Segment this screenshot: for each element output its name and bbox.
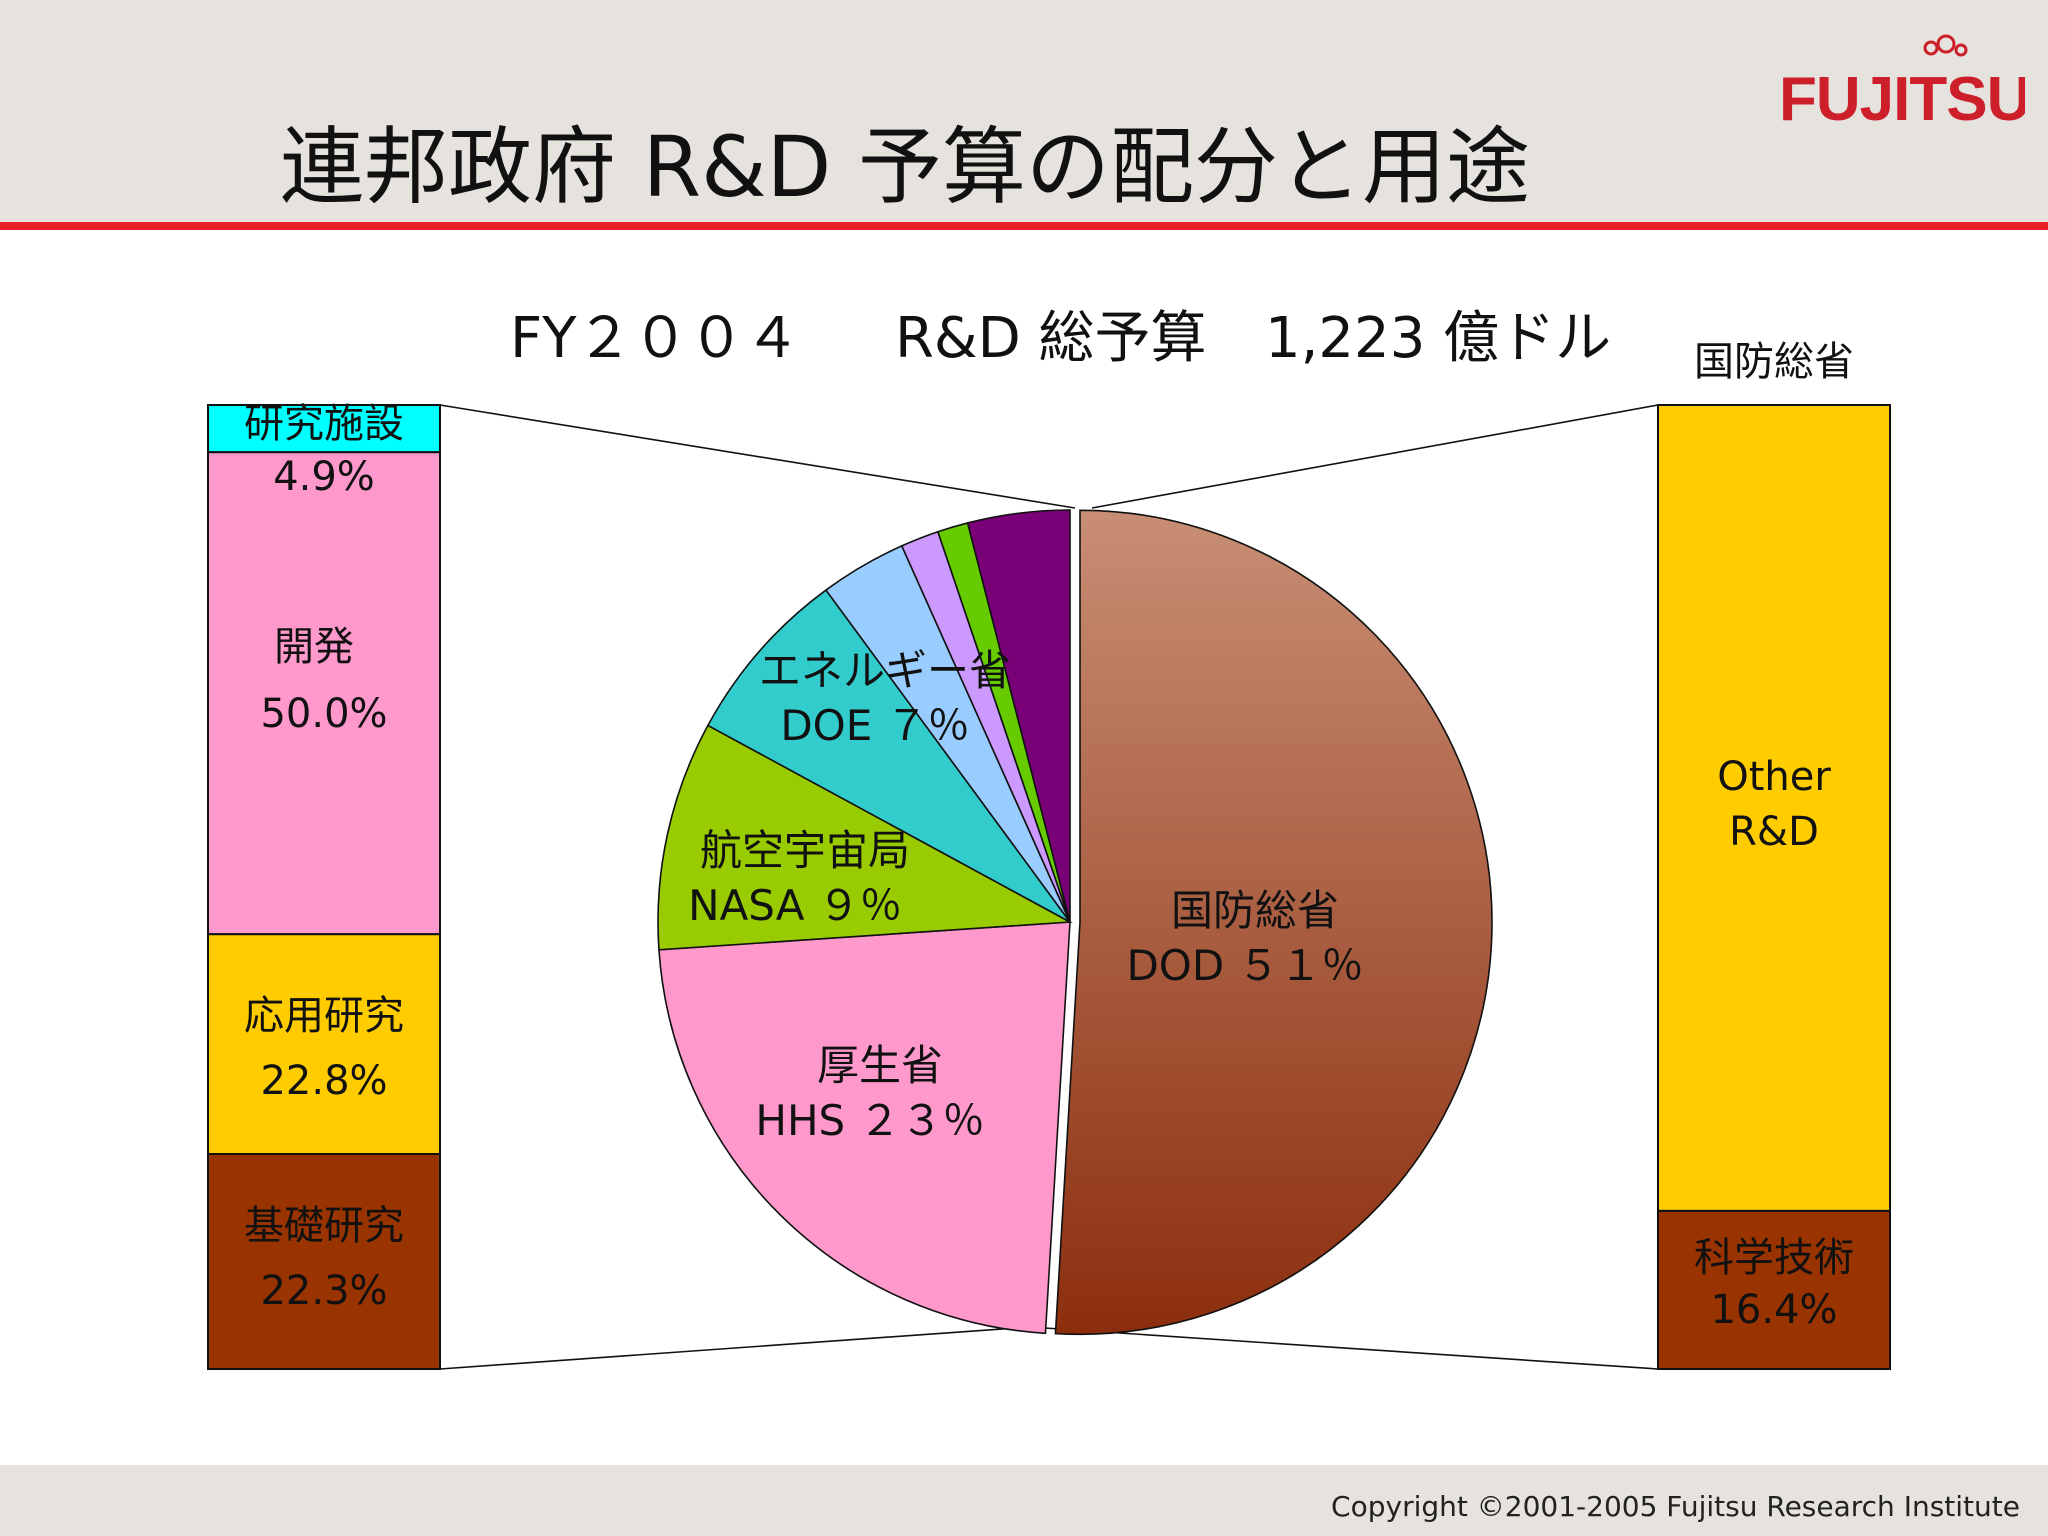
right-bar-title: 国防総省 <box>1694 339 1854 385</box>
slide-header <box>0 0 2048 222</box>
left-bar-segment-1 <box>207 451 441 936</box>
right-bar-segment-0 <box>1657 404 1891 1212</box>
pie-slice-other-7 <box>966 509 1071 923</box>
left-bar-segment-0 <box>207 404 441 454</box>
left-stacked-bar: 研究施設 4.9% 開発 50.0% 応用研究 22.8% 基礎研究 22.3% <box>207 401 441 1370</box>
pie-label-jp-hhs: 厚生省 <box>817 1041 943 1090</box>
pie-slice-doe <box>706 588 1071 923</box>
connector-line-2 <box>1091 404 1659 509</box>
left-pct-facilities: 4.9% <box>273 454 375 500</box>
left-bar-segment-3 <box>207 1153 441 1370</box>
connector-line-0 <box>439 404 1076 509</box>
right-bar-segment-1 <box>1657 1209 1891 1371</box>
connector-line-3 <box>1029 1326 1659 1370</box>
left-label-development: 開発 <box>274 624 354 670</box>
chart-title-total-label: R&D 総予算 <box>895 306 1207 371</box>
connector-lines <box>439 404 1659 1370</box>
copyright-text: Copyright ©2001-2005 Fujitsu Research In… <box>1331 1490 2020 1523</box>
pie-chart: 国防総省 DOD ５１％ 厚生省 HHS ２３％ 航空宇宙局 NASA ９％ エネルギー省 D… <box>657 509 1493 1336</box>
pie-slice-hhs <box>658 921 1071 1335</box>
left-pct-basic: 22.3% <box>260 1268 387 1314</box>
left-label-basic: 基礎研究 <box>244 1203 404 1249</box>
left-label-facilities: 研究施設 <box>244 401 404 447</box>
slide-footer <box>0 1465 2048 1536</box>
chart-title-amount: 1,223 億ドル <box>1265 306 1612 371</box>
right-stacked-bar: 国防総省 Other R&D 科学技術 16.4% <box>1657 339 1891 1371</box>
right-pct-sci-tech: 16.4% <box>1710 1287 1837 1333</box>
pie-label-value-doe: DOE ７％ <box>780 701 969 750</box>
pie-label-jp-nasa: 航空宇宙局 <box>700 826 910 875</box>
logo-wordmark: FUJITSU <box>1779 65 2025 134</box>
pie-slice-dod <box>1054 509 1493 1336</box>
pie-label-value-dod: DOD ５１％ <box>1126 941 1363 990</box>
header-red-rule <box>0 222 2048 230</box>
left-bar-segment-2 <box>207 933 441 1156</box>
pie-label-jp-doe: エネルギー省 <box>759 646 1011 695</box>
fujitsu-logo: FUJITSU <box>1775 30 2031 140</box>
pie-label-value-nasa: NASA ９％ <box>688 881 902 930</box>
pie-label-jp-dod: 国防総省 <box>1171 886 1339 935</box>
connector-line-1 <box>439 1326 1031 1370</box>
left-pct-development: 50.0% <box>260 691 387 737</box>
slide-title: 連邦政府 R&D 予算の配分と用途 <box>280 118 1530 216</box>
pie-slice-nasa <box>657 724 1073 951</box>
chart-title-fy: FY２００４ <box>510 306 801 371</box>
right-label-other-1: Other <box>1717 754 1831 800</box>
right-label-sci-tech: 科学技術 <box>1694 1235 1854 1281</box>
chart-title: FY２００４ R&D 総予算 1,223 億ドル <box>0 283 2048 371</box>
pie-label-value-hhs: HHS ２３％ <box>755 1096 984 1145</box>
left-pct-applied: 22.8% <box>260 1058 387 1104</box>
right-label-other-2: R&D <box>1729 809 1819 855</box>
left-label-applied: 応用研究 <box>244 993 404 1039</box>
